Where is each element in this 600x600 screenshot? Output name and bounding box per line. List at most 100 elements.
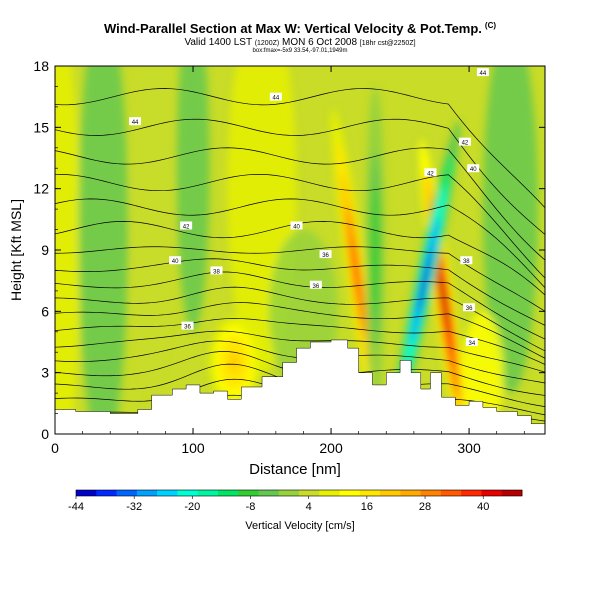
contour-label-bg: [129, 117, 142, 126]
colorbar-label: Vertical Velocity [cm/s]: [245, 520, 354, 532]
contour-label-text: 36: [184, 325, 191, 331]
colorbar-swatch-11: [299, 490, 320, 496]
colorbar-swatch-7: [217, 490, 239, 496]
contour-label-bg: [210, 266, 223, 275]
contour-label-bg: [424, 168, 437, 177]
contour-label-bg: [467, 164, 480, 173]
contour-label-4: 40: [290, 221, 303, 230]
colorbar-swatch-3: [136, 490, 158, 496]
contour-label-text: 36: [322, 253, 329, 259]
y-tick-label-2: 6: [41, 303, 49, 319]
contour-label-bg: [290, 221, 303, 230]
y-tick-label-3: 9: [41, 242, 49, 258]
contour-label-5: 40: [169, 256, 182, 265]
colorbar-swatch-13: [339, 490, 361, 496]
contour-label-7: 36: [319, 250, 332, 259]
contour-label-3: 42: [180, 221, 193, 230]
contour-label-text: 38: [463, 259, 470, 265]
field-band-2: [130, 66, 173, 394]
colorbar-swatch-17: [420, 490, 442, 496]
contour-label-text: 44: [480, 71, 487, 77]
box-info: box:fmax=-5x9 33.54,-97.01,1949m: [252, 48, 348, 54]
contour-label-0: 44: [129, 117, 142, 126]
colorbar: -44 -32 -20 -8 4 16 28 40 Vertical Velocity [cm/…: [68, 489, 523, 532]
contour-label-bg: [180, 221, 193, 230]
y-tick-label-1: 3: [41, 365, 49, 381]
contour-label-2: 42: [424, 168, 437, 177]
x-tick-label-1: 100: [181, 440, 205, 456]
valid-utc: (1200Z): [254, 40, 280, 47]
contour-label-14: 36: [463, 303, 476, 312]
chart-title-text: Wind-Parallel Section at Max W: Vertical…: [103, 21, 482, 36]
contour-label-8: 36: [309, 280, 322, 290]
contour-label-bg: [181, 321, 194, 330]
title-tag: (C): [484, 21, 497, 30]
contour-label-bg: [460, 256, 473, 265]
x-tick-label-3: 300: [457, 440, 481, 456]
contour-label-bg: [476, 68, 489, 77]
contour-label-text: 40: [293, 224, 300, 230]
field-band-6: [482, 66, 539, 394]
contour-label-bg: [309, 280, 322, 289]
contour-label-9: 36: [181, 321, 194, 331]
y-axis-label: Height [Kft MSL]: [8, 199, 24, 301]
colorbar-swatch-12: [319, 490, 340, 496]
theta-contour-15: [55, 147, 545, 261]
x-tick-label-2: 200: [319, 440, 343, 456]
colorbar-swatch-4: [157, 490, 178, 496]
terrain: [55, 339, 545, 434]
contour-label-12: 40: [467, 164, 480, 173]
colorbar-swatch-8: [238, 490, 259, 496]
colorbar-swatch-16: [400, 490, 422, 496]
theta-contour-5: [55, 330, 545, 373]
theta-contour-9: [55, 271, 545, 340]
chart-title: Wind-Parallel Section at Max W: Vertical…: [0, 21, 600, 36]
contour-label-13: 38: [460, 256, 473, 265]
contour-label-15: 34: [465, 338, 478, 347]
valid-time: Valid 1400 LST: [184, 37, 252, 48]
contour-label-text: 42: [183, 224, 190, 230]
y-tick-label-0: 0: [41, 426, 49, 442]
theta-contour-6: [55, 318, 545, 365]
colorbar-tick-label-0: -44: [68, 501, 84, 513]
contour-label-bg: [169, 256, 182, 265]
contour-label-text: 38: [213, 269, 220, 275]
colorbar-tick-label-7: 40: [477, 501, 489, 513]
contour-label-6: 38: [210, 266, 223, 275]
contour-label-bg: [319, 250, 332, 259]
colorbar-tick-label-1: -32: [126, 501, 142, 513]
y-tick-label-4: 12: [33, 181, 49, 197]
theta-contour-17: [55, 88, 545, 209]
field-band-0: [55, 66, 80, 434]
colorbar-tick-label-4: 4: [306, 501, 312, 513]
colorbar-swatch-9: [258, 490, 280, 496]
colorbar-swatch-5: [177, 490, 199, 496]
colorbar-swatch-1: [96, 490, 117, 496]
field-band-3: [176, 66, 210, 332]
colorbar-tick-label-6: 28: [419, 501, 431, 513]
field-feature-4: [365, 86, 385, 414]
contour-label-text: 36: [466, 306, 473, 312]
y-tick-label-5: 15: [33, 119, 49, 135]
contour-label-11: 42: [458, 137, 471, 147]
x-axis-label: Distance [nm]: [249, 461, 341, 478]
chart-subtitle: Valid 1400 LST (1200Z) MON 6 Oct 2008 [1…: [0, 37, 600, 48]
contour-label-bg: [269, 92, 282, 101]
x-tick-label-0: 0: [51, 440, 59, 456]
colorbar-frame: [75, 489, 523, 497]
colorbar-swatch-14: [359, 490, 381, 496]
contour-label-bg: [463, 303, 476, 312]
contour-label-text: 36: [313, 284, 320, 290]
colorbar-swatch-18: [440, 490, 462, 496]
colorbar-swatch-21: [501, 490, 523, 496]
field-feature-0: [209, 317, 260, 408]
colorbar-tick-label-5: 16: [361, 501, 373, 513]
y-tick-label-6: 18: [33, 58, 49, 74]
contour-label-text: 42: [462, 141, 469, 147]
colorbar-tick-label-2: -20: [184, 501, 200, 513]
colorbar-swatch-2: [116, 490, 138, 496]
contour-label-bg: [458, 137, 471, 146]
contour-label-text: 40: [470, 167, 477, 173]
